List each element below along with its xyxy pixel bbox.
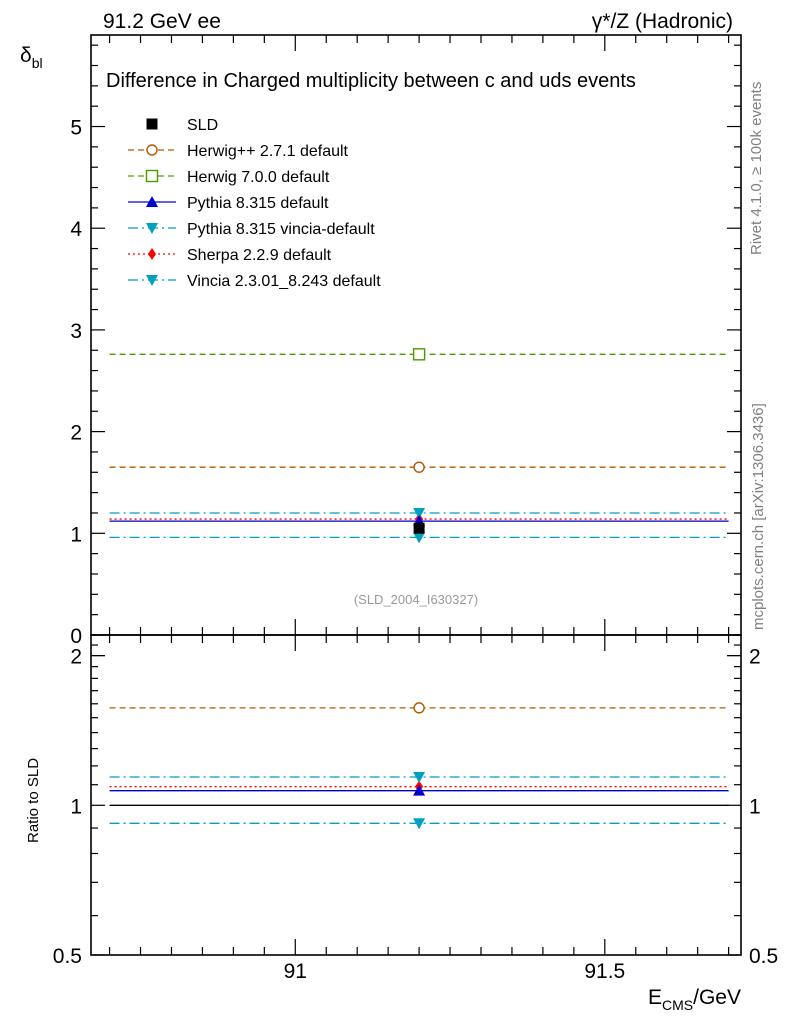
legend-label-herwig7: Herwig 7.0.0 default (187, 169, 330, 186)
main-marker-herwig++ (413, 461, 425, 473)
legend-marker-vincia (146, 275, 158, 286)
x-axis-label: ECMS/GeV (648, 986, 741, 1013)
ratio-panel-frame (90, 634, 742, 956)
main-y-tick-label: 2 (70, 422, 82, 445)
legend-marker-herwig7 (145, 169, 159, 183)
ratio-y-tick-label-right: 0.5 (749, 945, 778, 968)
legend-label-herwig++: Herwig++ 2.7.1 default (187, 143, 349, 160)
main-marker-pythiavincia (413, 507, 426, 519)
header-left: 91.2 GeV ee (103, 10, 221, 33)
main-axis-ticks: 0 1 2 3 4 5 (70, 35, 741, 648)
ratio-axis-ticks: 0.5 0.5 1 1 2 2 91 91.5 (53, 634, 778, 983)
legend-marker-herwig++ (146, 144, 158, 156)
ratio-marker-pythiavincia (413, 771, 426, 783)
main-y-axis-label: δbl (20, 44, 43, 71)
ratio-y-tick-label-left: 1 (70, 795, 82, 818)
mcplots-reference-label: mcplots.cern.ch [arXiv:1306.3436] (750, 403, 767, 630)
rivet-version-label: Rivet 4.1.0, ≥ 100k events (748, 82, 765, 255)
main-y-tick-label: 0 (70, 625, 82, 648)
legend-label-pythia: Pythia 8.315 default (187, 195, 329, 212)
ratio-marker-vincia (413, 818, 426, 830)
ratio-marker-pythia (413, 784, 426, 796)
legend-marker-sherpa (148, 248, 156, 260)
legend-marker-sld (146, 118, 158, 130)
x-tick-label: 91.5 (584, 960, 625, 983)
main-y-tick-label: 1 (70, 523, 82, 546)
plot-title: Difference in Charged multiplicity betwe… (106, 70, 636, 92)
header-right: γ*/Z (Hadronic) (592, 10, 733, 33)
main-y-tick-label: 3 (70, 320, 82, 343)
ratio-y-tick-label-right: 2 (749, 646, 761, 669)
main-y-tick-label: 4 (70, 218, 82, 241)
main-series-layer (109, 348, 729, 544)
ratio-series-layer (109, 702, 729, 830)
ratio-y-tick-label-left: 0.5 (53, 945, 82, 968)
legend: SLD Herwig++ 2.7.1 default Herwig 7.0.0 de… (128, 117, 381, 290)
ratio-y-tick-label-left: 2 (70, 646, 82, 669)
legend-label-pythiavincia: Pythia 8.315 vincia-default (187, 221, 375, 238)
main-marker-sld (413, 522, 425, 534)
legend-marker-pythiavincia (146, 223, 158, 234)
legend-label-sherpa: Sherpa 2.2.9 default (187, 247, 332, 264)
legend-label-sld: SLD (187, 117, 218, 134)
legend-marker-pythia (146, 196, 158, 207)
ratio-marker-herwig++ (413, 702, 425, 714)
main-y-tick-label: 5 (70, 117, 82, 140)
x-tick-label: 91 (284, 960, 307, 983)
main-marker-herwig7 (412, 348, 426, 361)
legend-label-vincia: Vincia 2.3.01_8.243 default (187, 273, 381, 290)
main-marker-vincia (413, 532, 426, 544)
analysis-reference-id: (SLD_2004_I630327) (354, 592, 478, 607)
ratio-y-axis-label: Ratio to SLD (25, 758, 42, 843)
ratio-y-tick-label-right: 1 (749, 795, 761, 818)
